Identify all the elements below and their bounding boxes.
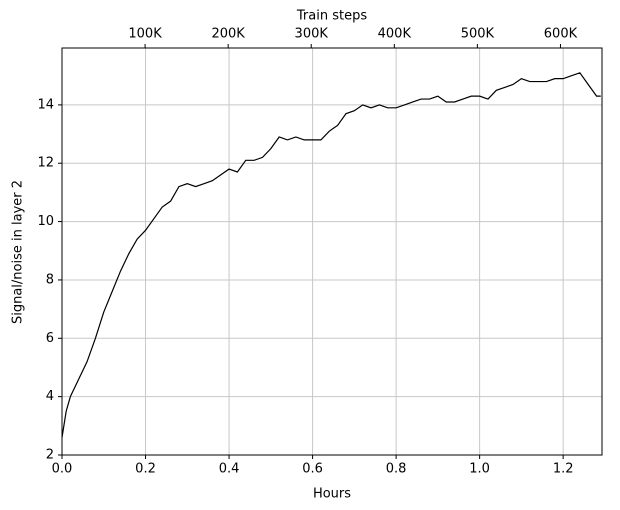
- plot-frame: [61, 47, 603, 456]
- x2-tick-label: 400K: [378, 27, 412, 42]
- y-tick-label: 10: [37, 214, 54, 229]
- data-line: [61, 72, 601, 438]
- y-tick-label: 8: [46, 272, 54, 287]
- x2-tick-label: 500K: [461, 27, 495, 42]
- y-tick-label: 6: [46, 331, 54, 346]
- x-tick-label: 0.0: [52, 462, 73, 477]
- x2-tick-label: 200K: [211, 27, 245, 42]
- x2-tick-label: 100K: [128, 27, 162, 42]
- x-tick-label: 1.0: [469, 462, 490, 477]
- x-tick-label: 0.8: [386, 462, 407, 477]
- x-tick-label: 0.4: [219, 462, 240, 477]
- x2-tick-label: 600K: [544, 27, 578, 42]
- x2-tick-label: 300K: [295, 27, 329, 42]
- y-axis-label: Signal/noise in layer 2: [11, 180, 26, 324]
- y-tick-label: 14: [37, 97, 54, 112]
- y-tick-label: 12: [37, 156, 54, 171]
- x-axis-label: Hours: [313, 487, 351, 502]
- x-tick-label: 1.2: [553, 462, 574, 477]
- x-tick-label: 0.2: [135, 462, 156, 477]
- x-tick-label: 0.6: [302, 462, 323, 477]
- y-tick-label: 2: [46, 448, 54, 463]
- x2-axis-label: Train steps: [296, 9, 367, 24]
- y-tick-label: 4: [46, 389, 54, 404]
